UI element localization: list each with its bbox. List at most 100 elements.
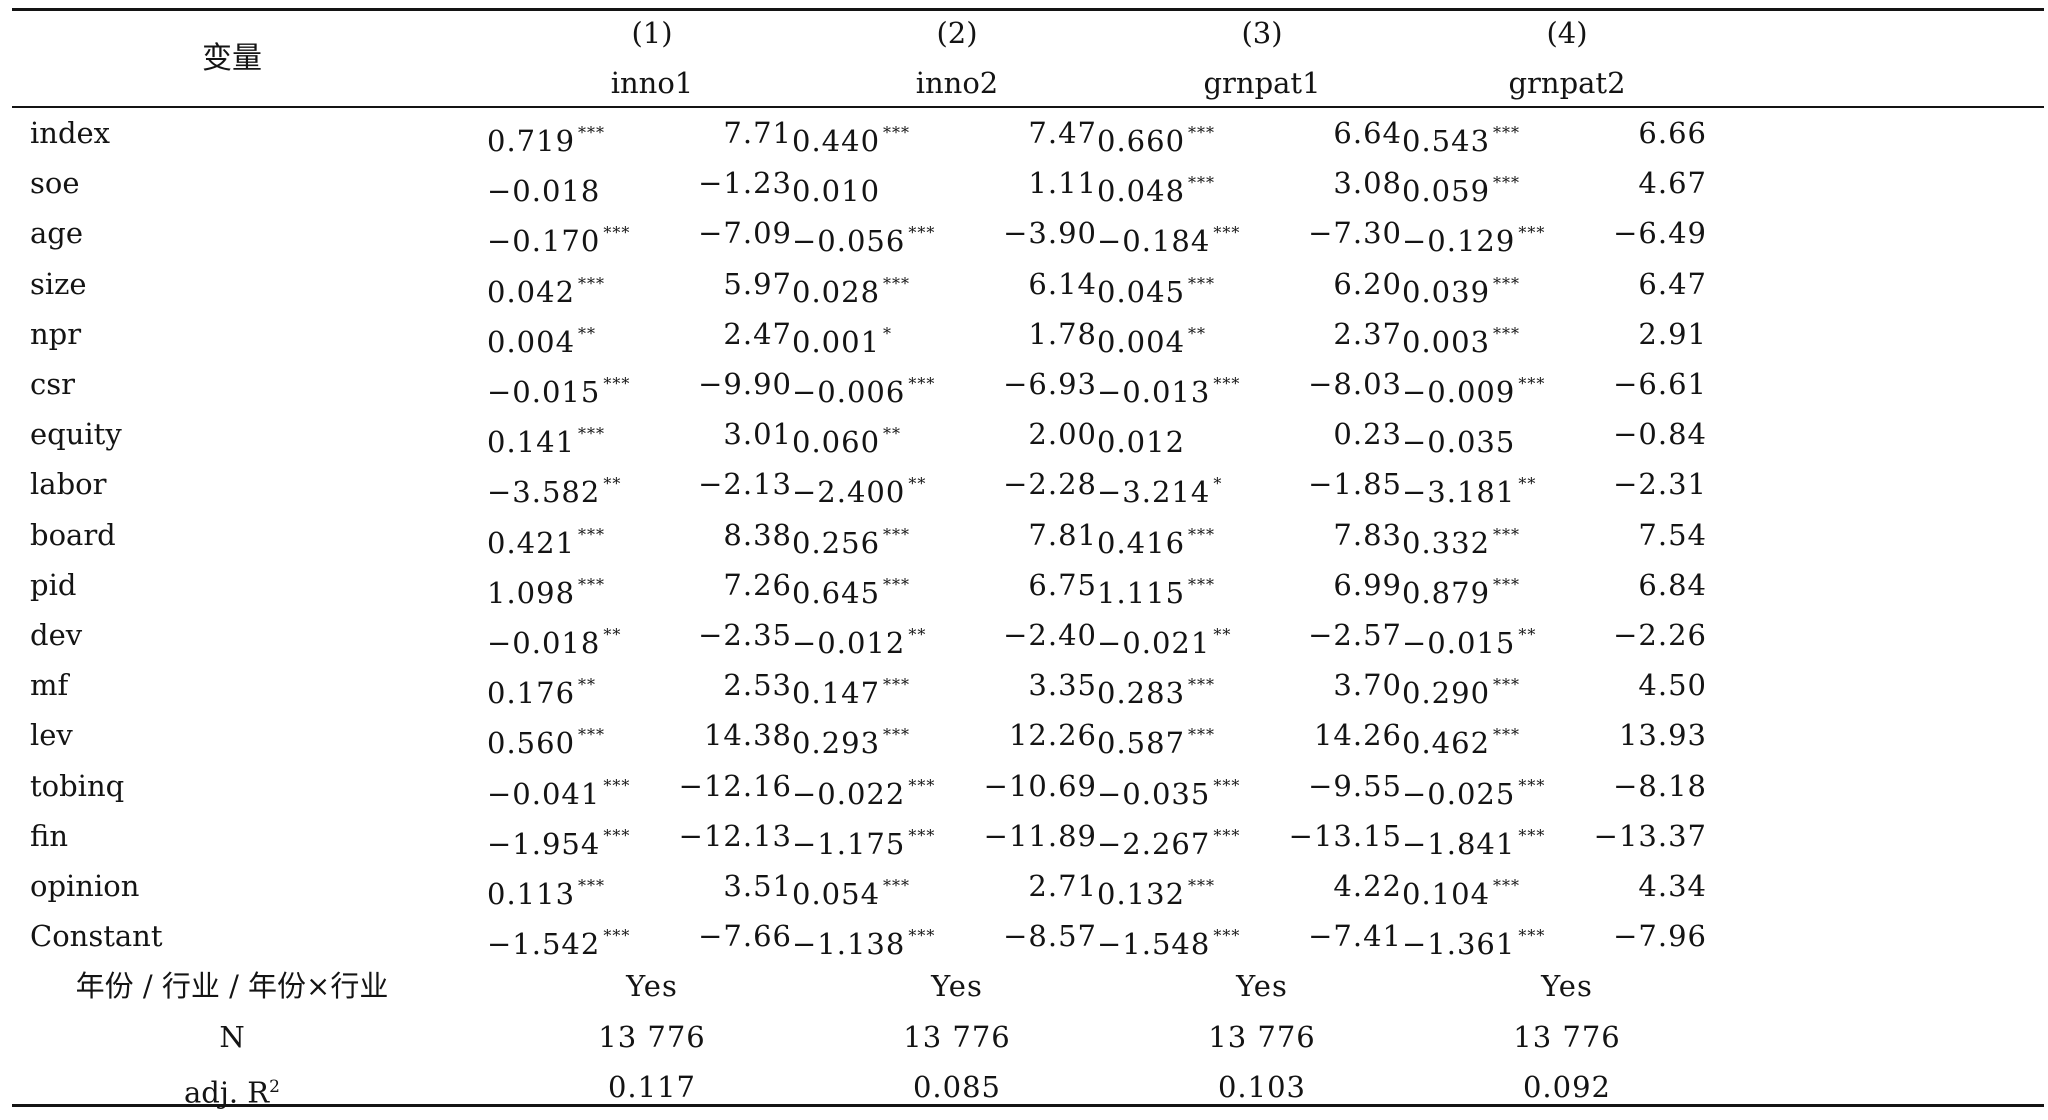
coef-value: −1.542 bbox=[487, 927, 601, 962]
row-label-size: size bbox=[30, 266, 87, 301]
significance-stars: ** bbox=[908, 474, 927, 494]
regression-table: 变量 (1) inno1 (2) inno2 (3) grnpat1 (4) grnpat2 in… bbox=[12, 0, 2044, 1120]
coef-value: −0.018 bbox=[487, 626, 601, 660]
coef-fin-3: −2.267 *** bbox=[1097, 811, 1240, 861]
t-value-soe-4: 4.67 bbox=[1638, 166, 1707, 201]
significance-stars: *** bbox=[908, 775, 936, 795]
significance-stars: *** bbox=[1213, 926, 1241, 946]
significance-stars: *** bbox=[578, 424, 606, 444]
coef-value: 0.879 bbox=[1402, 575, 1491, 610]
coef-size-3: 0.045 *** bbox=[1097, 259, 1215, 309]
significance-stars: *** bbox=[1518, 926, 1546, 946]
t-value-board-2: 7.81 bbox=[1028, 517, 1097, 552]
coef-constant-3: −1.548 *** bbox=[1097, 911, 1240, 961]
coef-value: 0.028 bbox=[792, 274, 881, 309]
significance-stars: ** bbox=[578, 323, 597, 343]
coef-value: −0.056 bbox=[792, 224, 906, 259]
t-value-labor-2: −2.28 bbox=[1003, 467, 1097, 502]
coef-value: 0.001 bbox=[792, 324, 881, 359]
coef-labor-4: −3.181 ** bbox=[1402, 459, 1536, 509]
footer-value-3-4: 0.092 bbox=[1522, 1069, 1612, 1104]
coef-value: −1.175 bbox=[792, 826, 906, 861]
coef-age-2: −0.056 *** bbox=[792, 208, 935, 258]
significance-stars: *** bbox=[1493, 675, 1521, 695]
coef-value: −0.129 bbox=[1402, 224, 1516, 259]
coef-dev-3: −0.021 ** bbox=[1097, 610, 1231, 660]
t-value-tobinq-1: −12.16 bbox=[678, 768, 792, 803]
coef-opinion-1: 0.113 *** bbox=[487, 861, 605, 911]
significance-stars: *** bbox=[1493, 876, 1521, 895]
row-label-board: board bbox=[30, 517, 116, 552]
coef-pid-1: 1.098 *** bbox=[487, 560, 605, 610]
coef-value: 0.042 bbox=[487, 274, 576, 309]
coef-value: 0.645 bbox=[792, 575, 881, 610]
significance-stars: *** bbox=[1188, 123, 1216, 142]
t-value-fin-2: −11.89 bbox=[983, 818, 1097, 853]
significance-stars: *** bbox=[883, 876, 911, 895]
coef-dev-2: −0.012 ** bbox=[792, 610, 926, 660]
significance-stars: *** bbox=[603, 926, 631, 946]
significance-stars: ** bbox=[603, 474, 622, 494]
significance-stars: *** bbox=[1518, 223, 1546, 243]
t-value-npr-2: 1.78 bbox=[1028, 316, 1097, 351]
column-number-3: (3) bbox=[1241, 16, 1283, 50]
t-value-fin-4: −13.37 bbox=[1593, 818, 1707, 853]
coef-index-1: 0.719 *** bbox=[487, 108, 605, 158]
row-label-index: index bbox=[30, 116, 111, 150]
coef-index-3: 0.660 *** bbox=[1097, 108, 1215, 158]
t-value-age-3: −7.30 bbox=[1308, 216, 1402, 251]
coef-value: −0.184 bbox=[1097, 224, 1211, 259]
coef-value: −3.181 bbox=[1402, 475, 1516, 510]
t-value-pid-4: 6.84 bbox=[1638, 567, 1707, 602]
significance-stars: *** bbox=[1188, 273, 1216, 293]
coef-constant-2: −1.138 *** bbox=[792, 911, 935, 961]
coef-value: 0.048 bbox=[1097, 174, 1186, 209]
coef-value: −1.361 bbox=[1402, 927, 1516, 962]
t-value-size-2: 6.14 bbox=[1028, 266, 1097, 301]
t-value-labor-4: −2.31 bbox=[1613, 467, 1707, 502]
coef-value: −0.025 bbox=[1402, 776, 1516, 811]
t-value-index-4: 6.66 bbox=[1638, 116, 1707, 150]
t-value-constant-2: −8.57 bbox=[1003, 919, 1097, 954]
significance-stars: *** bbox=[1518, 775, 1546, 795]
t-value-constant-1: −7.66 bbox=[698, 919, 792, 954]
footer-value-3-2: 0.085 bbox=[912, 1069, 1002, 1104]
t-value-tobinq-4: −8.18 bbox=[1613, 768, 1707, 803]
footer-label-text: adj. R bbox=[184, 1075, 270, 1110]
coef-soe-3: 0.048 *** bbox=[1097, 158, 1215, 208]
row-label-csr: csr bbox=[30, 367, 75, 401]
row-label-opinion: opinion bbox=[30, 869, 140, 903]
coef-csr-2: −0.006 *** bbox=[792, 359, 935, 409]
t-value-index-3: 6.64 bbox=[1333, 116, 1402, 150]
coef-value: −0.022 bbox=[792, 776, 906, 811]
significance-stars: *** bbox=[883, 273, 911, 293]
t-value-npr-1: 2.47 bbox=[723, 316, 792, 351]
coef-value: −0.012 bbox=[792, 626, 906, 660]
footer-value-2-4: 13 776 bbox=[1513, 1019, 1621, 1054]
significance-stars: *** bbox=[1188, 675, 1216, 695]
t-value-dev-4: −2.26 bbox=[1613, 618, 1707, 652]
footer-label-text: N bbox=[219, 1019, 245, 1054]
variable-header: 变量 bbox=[202, 41, 262, 76]
significance-stars: *** bbox=[908, 926, 936, 946]
t-value-mf-3: 3.70 bbox=[1333, 668, 1402, 703]
coef-value: −0.015 bbox=[1402, 626, 1516, 660]
significance-stars: * bbox=[1213, 474, 1223, 494]
significance-stars: *** bbox=[1188, 725, 1216, 745]
column-number-4: (4) bbox=[1546, 16, 1588, 50]
significance-stars: *** bbox=[1188, 173, 1216, 193]
t-value-csr-4: −6.61 bbox=[1613, 367, 1707, 401]
significance-stars: *** bbox=[1493, 524, 1521, 544]
coef-value: −0.015 bbox=[487, 375, 601, 409]
coef-equity-4: −0.035 bbox=[1402, 409, 1518, 459]
t-value-labor-3: −1.85 bbox=[1308, 467, 1402, 502]
coef-value: −2.400 bbox=[792, 475, 906, 510]
coef-npr-1: 0.004 ** bbox=[487, 309, 596, 359]
coef-value: 0.045 bbox=[1097, 274, 1186, 309]
t-value-board-3: 7.83 bbox=[1333, 517, 1402, 552]
coef-value: 0.147 bbox=[792, 676, 881, 711]
t-value-mf-1: 2.53 bbox=[723, 668, 792, 703]
significance-stars: *** bbox=[883, 574, 911, 594]
t-value-soe-3: 3.08 bbox=[1333, 166, 1402, 201]
coef-value: 0.543 bbox=[1402, 124, 1491, 158]
